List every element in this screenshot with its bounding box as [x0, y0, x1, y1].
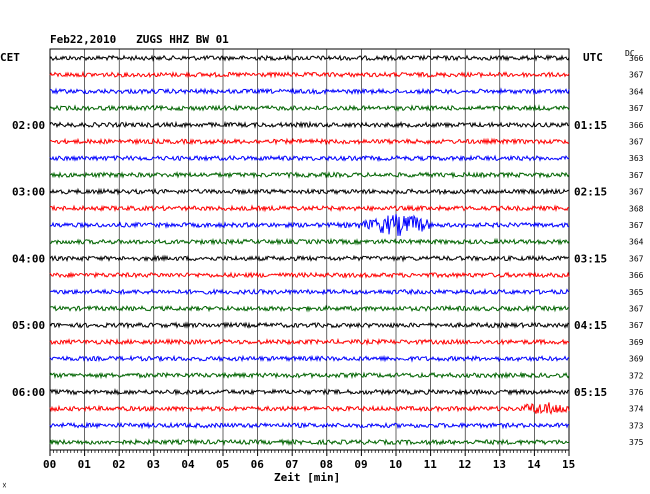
utc-hour-label: 05:15 — [574, 386, 607, 399]
x-axis-title: Zeit [min] — [274, 471, 340, 484]
trace-row-20 — [49, 388, 570, 396]
trace-row-10 — [49, 213, 570, 236]
x-tick-label: 11 — [424, 458, 438, 471]
dc-value: 375 — [629, 438, 644, 447]
x-tick-label: 10 — [389, 458, 402, 471]
dc-column-label: DC — [625, 49, 635, 58]
dc-value: 367 — [629, 254, 644, 263]
trace-row-11 — [49, 237, 570, 246]
trace-row-0 — [49, 54, 570, 62]
trace-row-4 — [49, 120, 569, 129]
x-tick-label: 02 — [112, 458, 125, 471]
cet-hour-label: 02:00 — [12, 119, 45, 132]
x-tick-label: 07 — [285, 458, 298, 471]
dc-value: 368 — [629, 204, 644, 213]
trace-row-15 — [49, 304, 570, 313]
dc-value: 373 — [629, 421, 644, 430]
trace-row-16 — [49, 321, 570, 330]
trace-row-6 — [49, 154, 570, 163]
trace-row-14 — [49, 287, 570, 296]
x-tick-label: 15 — [562, 458, 575, 471]
dc-value: 367 — [629, 138, 644, 147]
trace-row-2 — [49, 87, 570, 96]
utc-hour-label: 04:15 — [574, 319, 607, 332]
dc-value: 369 — [629, 355, 644, 364]
axis-layer: 00 01 02 03 04 05 06 07 08 09 10 11 12 13 14 15 — [43, 450, 575, 471]
utc-hour-label: 03:15 — [574, 252, 607, 265]
cet-hour-label: 05:00 — [12, 319, 45, 332]
dc-value: 364 — [629, 87, 644, 96]
dc-value: 367 — [629, 104, 644, 113]
x-tick-label: 08 — [320, 458, 333, 471]
dc-value: 363 — [629, 154, 644, 163]
dc-value: 369 — [629, 338, 644, 347]
trace-row-18 — [49, 354, 570, 363]
x-tick-label: 05 — [216, 458, 229, 471]
dc-value: 367 — [629, 321, 644, 330]
x-tick-label: 00 — [43, 458, 56, 471]
x-tick-label: 04 — [181, 458, 195, 471]
dc-value: 366 — [629, 121, 644, 130]
trace-row-21 — [49, 402, 570, 415]
x-tick-label: 13 — [493, 458, 506, 471]
trace-row-19 — [49, 371, 570, 380]
x-tick-label: 09 — [354, 458, 367, 471]
trace-row-13 — [49, 271, 570, 280]
x-tick-label: 03 — [147, 458, 160, 471]
cet-hour-label: 06:00 — [12, 386, 45, 399]
dc-value: 367 — [629, 171, 644, 180]
dc-value: 366 — [629, 54, 644, 63]
trace-row-8 — [49, 187, 570, 196]
trace-row-9 — [49, 204, 570, 213]
x-tick-label: 06 — [251, 458, 265, 471]
trace-row-5 — [49, 137, 570, 146]
dc-value: 367 — [629, 221, 644, 230]
dc-value: 366 — [629, 271, 644, 280]
dc-value: 367 — [629, 305, 644, 314]
trace-row-12 — [49, 254, 570, 263]
corner-mark: ☓ — [2, 481, 7, 490]
dc-value: 372 — [629, 371, 644, 380]
chart-title: Feb22,2010 ZUGS HHZ BW 01 — [50, 33, 229, 46]
x-tick-label: 14 — [527, 458, 541, 471]
x-tick-label: 01 — [78, 458, 92, 471]
trace-row-1 — [49, 70, 570, 79]
trace-row-22 — [49, 421, 570, 430]
dc-value: 365 — [629, 288, 644, 297]
dc-value: 367 — [629, 188, 644, 197]
label-layer: CET UTC DC Zeit [min] ☓ 366 367 364 367 366 3… — [0, 49, 644, 490]
trace-lines — [49, 54, 570, 447]
cet-hour-label: 04:00 — [12, 252, 45, 265]
dc-value: 364 — [629, 238, 644, 247]
trace-row-7 — [49, 170, 570, 179]
utc-hour-label: 01:15 — [574, 119, 607, 132]
x-tick-label: 12 — [458, 458, 471, 471]
trace-row-3 — [49, 104, 570, 112]
dc-value: 374 — [629, 405, 644, 414]
trace-row-17 — [49, 337, 570, 346]
dc-value: 367 — [629, 71, 644, 80]
utc-axis-label: UTC — [583, 51, 603, 64]
utc-hour-label: 02:15 — [574, 186, 607, 199]
trace-row-23 — [49, 438, 570, 447]
cet-hour-label: 03:00 — [12, 186, 45, 199]
dc-value: 376 — [629, 388, 644, 397]
cet-axis-label: CET — [0, 51, 20, 64]
